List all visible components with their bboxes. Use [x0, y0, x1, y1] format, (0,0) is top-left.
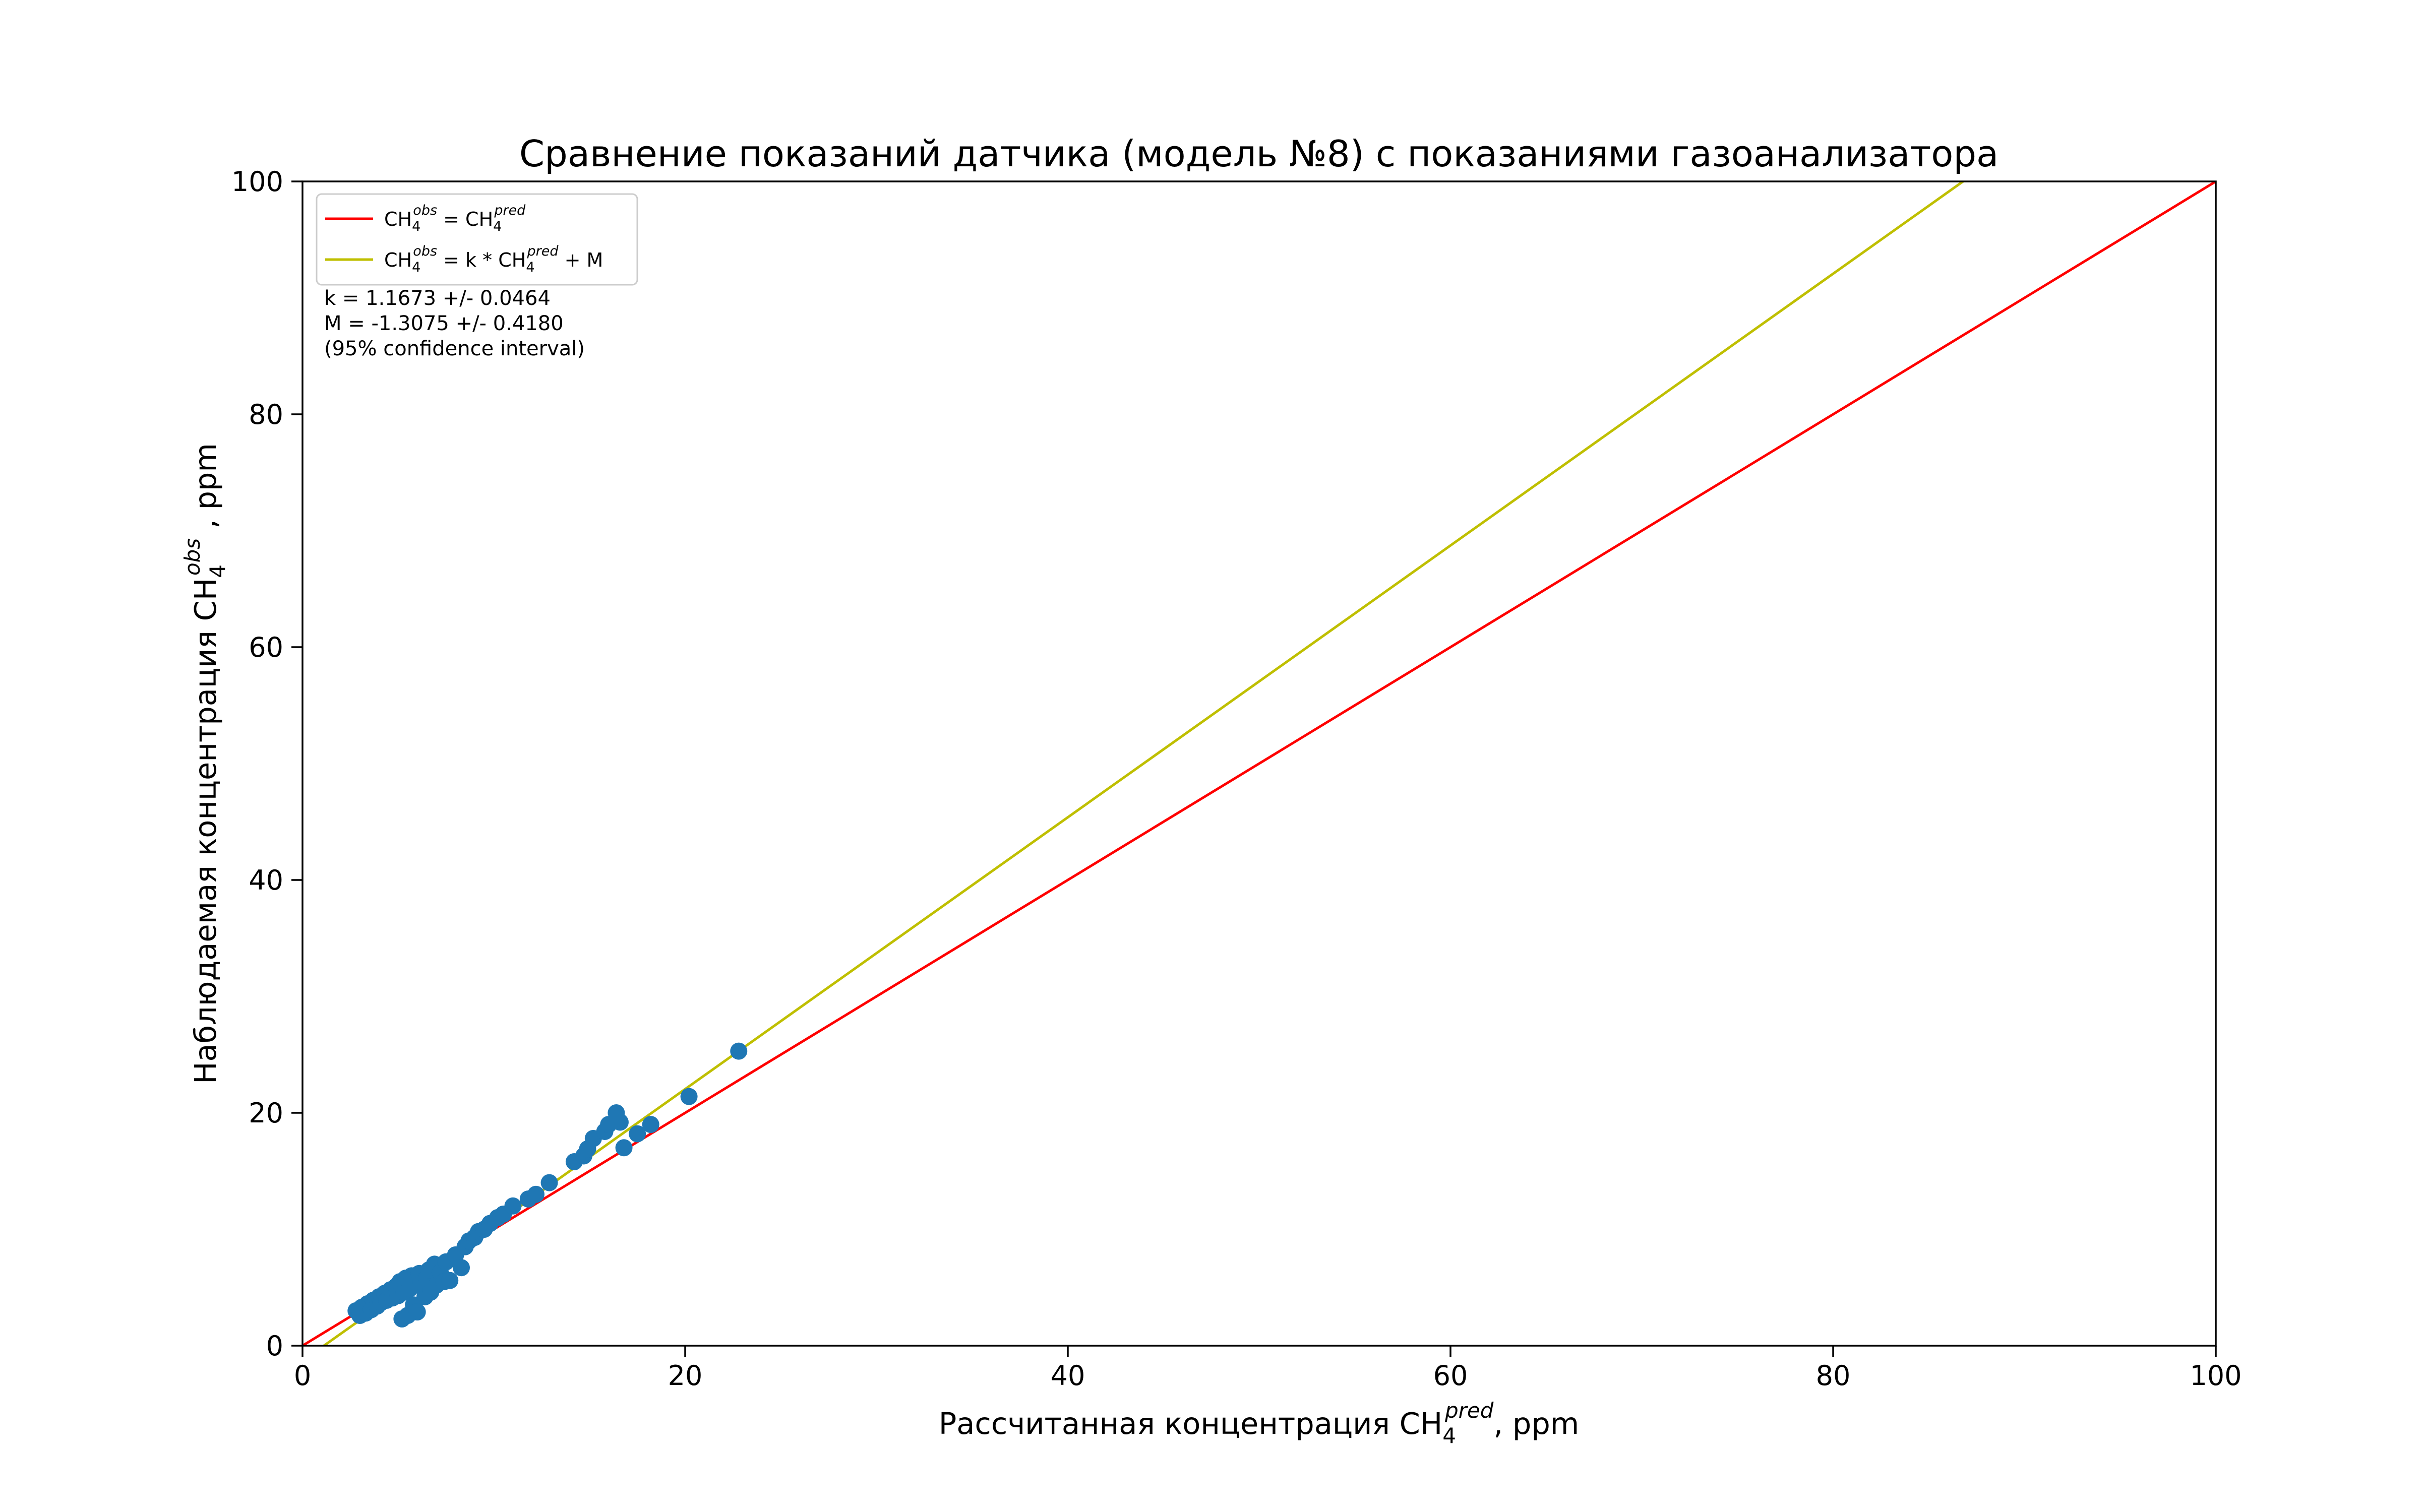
x-tick-label: 40	[1051, 1360, 1085, 1392]
x-tick-label: 100	[2190, 1360, 2242, 1392]
y-axis-title-superscript: obs	[180, 538, 205, 576]
plot-frame	[301, 180, 2217, 1347]
y-axis: 0 20 40 60 80 100	[231, 166, 302, 1362]
y-tick-label: 20	[249, 1097, 283, 1129]
data-points	[347, 1042, 748, 1328]
regression-line	[322, 181, 1965, 1346]
data-point	[642, 1116, 659, 1133]
data-point	[527, 1185, 544, 1203]
x-axis-title-prefix: Рассчитанная концентрация CH	[939, 1406, 1443, 1441]
chart-title: Сравнение показаний датчика (модель №8) …	[519, 133, 1999, 175]
y-tick-label: 40	[249, 864, 283, 896]
y-tick-label: 80	[249, 399, 283, 430]
legend: CH4obs = CH4pred CH4obs = k * CH4pred + …	[316, 193, 638, 286]
data-point	[611, 1113, 629, 1131]
data-point	[629, 1125, 646, 1143]
x-axis-title-superscript: pred	[1444, 1398, 1494, 1423]
x-axis: 0 20 40 60 80 100	[294, 1346, 2242, 1392]
data-point	[441, 1272, 459, 1289]
annotation-m: M = -1.3075 +/- 0.4180	[324, 312, 564, 335]
data-point	[615, 1139, 633, 1157]
x-tick-label: 80	[1816, 1360, 1851, 1392]
y-tick-label: 100	[231, 166, 283, 198]
plot-area	[301, 180, 2217, 1347]
data-point	[452, 1259, 470, 1277]
y-axis-title: Наблюдаемая концентрация CH4obs , ppm	[180, 443, 230, 1084]
data-point	[730, 1042, 748, 1060]
data-point	[680, 1088, 698, 1105]
y-tick-label: 0	[266, 1330, 283, 1362]
x-tick-label: 20	[668, 1360, 703, 1392]
data-point	[504, 1197, 522, 1215]
x-tick-label: 60	[1433, 1360, 1468, 1392]
annotation-ci: (95% confidence interval)	[324, 337, 585, 360]
x-axis-title-suffix: , ppm	[1493, 1406, 1579, 1441]
x-tick-label: 0	[294, 1360, 311, 1392]
y-axis-title-prefix: Наблюдаемая концентрация CH	[188, 578, 223, 1084]
data-point	[408, 1303, 426, 1321]
legend-box	[316, 193, 638, 286]
y-axis-title-subscript: 4	[205, 564, 230, 578]
x-axis-title-subscript: 4	[1442, 1423, 1456, 1448]
data-point	[540, 1174, 558, 1191]
y-axis-title-suffix: , ppm	[188, 443, 223, 538]
y-tick-label: 60	[249, 632, 283, 663]
fit-parameters-annotation: k = 1.1673 +/- 0.0464 M = -1.3075 +/- 0.…	[324, 287, 585, 360]
x-axis-title: Рассчитанная концентрация CH4pred, ppm	[939, 1398, 1580, 1448]
annotation-k: k = 1.1673 +/- 0.0464	[324, 287, 551, 310]
